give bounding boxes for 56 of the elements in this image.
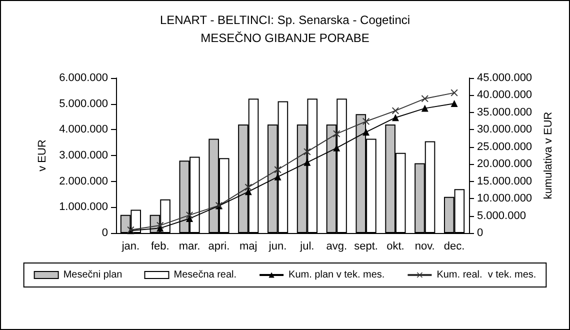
y2-tick-label: 35.000.000 (477, 106, 532, 118)
x-tick-label: jul. (299, 240, 314, 252)
point (392, 114, 399, 122)
legend-label: Mesečni plan (63, 270, 122, 280)
y2-tick-label: 10.000.000 (477, 192, 532, 205)
x-tick-label: maj (240, 240, 258, 252)
y-tick-label: 5.000.000 (59, 98, 108, 110)
x-tick-label: apri. (208, 240, 230, 252)
y2-tick-label: 20.000.000 (477, 158, 532, 170)
x-tick-label: mar. (178, 240, 200, 252)
point (450, 100, 458, 107)
x-tick-label: jun. (268, 240, 287, 252)
point (244, 184, 252, 191)
y2-tick-label: 15.000.000 (477, 175, 532, 188)
point (274, 166, 282, 174)
point (362, 118, 370, 125)
point (186, 215, 194, 222)
legend-label: Mesečna real. (174, 270, 237, 280)
point (156, 222, 164, 229)
x-tick-label: okt. (386, 240, 404, 252)
point (421, 95, 428, 102)
y2-axis-title: kumulativa v EUR (542, 112, 554, 200)
y-axis-title: v EUR (36, 140, 48, 172)
y-tick-label: 4.000.000 (59, 124, 108, 136)
point (186, 212, 194, 219)
y2-tick-label: 0 (477, 227, 484, 239)
y-tick-label: 0 (102, 227, 108, 239)
y-tick-label: 3.000.000 (59, 150, 108, 162)
point (333, 144, 340, 152)
y2-tick-label: 5.000.000 (477, 210, 526, 222)
legend-label: Kum. real. v tek. mes. (436, 270, 536, 280)
point (333, 130, 340, 138)
point (304, 158, 311, 166)
y2-tick-label: 40.000.000 (477, 89, 532, 102)
legend-label: Kum. plan v tek. mes. (288, 270, 385, 280)
y-tick-label: 1.000.000 (59, 201, 108, 214)
point (450, 89, 458, 96)
y-tick-label: 6.000.000 (59, 72, 108, 84)
y2-tick-label: 30.000.000 (477, 124, 532, 136)
point (274, 173, 282, 180)
chart-subtitle: MESEČNO GIBANJE PORABE (200, 31, 370, 45)
x-tick-label: dec. (444, 240, 465, 252)
x-tick-label: avg. (326, 240, 348, 252)
x-tick-label: nov. (414, 240, 435, 252)
point (392, 107, 399, 114)
x-tick-label: jan. (120, 240, 140, 252)
point (362, 128, 370, 136)
point (421, 104, 428, 112)
y2-tick-label: 25.000.000 (477, 140, 532, 153)
y2-tick-label: 45.000.000 (477, 72, 532, 84)
point (244, 188, 252, 196)
x-tick-label: sept. (354, 240, 378, 252)
point (304, 148, 311, 156)
x-tick-label: feb. (150, 240, 170, 252)
y-tick-label: 2.000.000 (59, 175, 108, 188)
chart-title: LENART - BELTINCI: Sp. Senarska - Cogetinci (160, 13, 410, 27)
